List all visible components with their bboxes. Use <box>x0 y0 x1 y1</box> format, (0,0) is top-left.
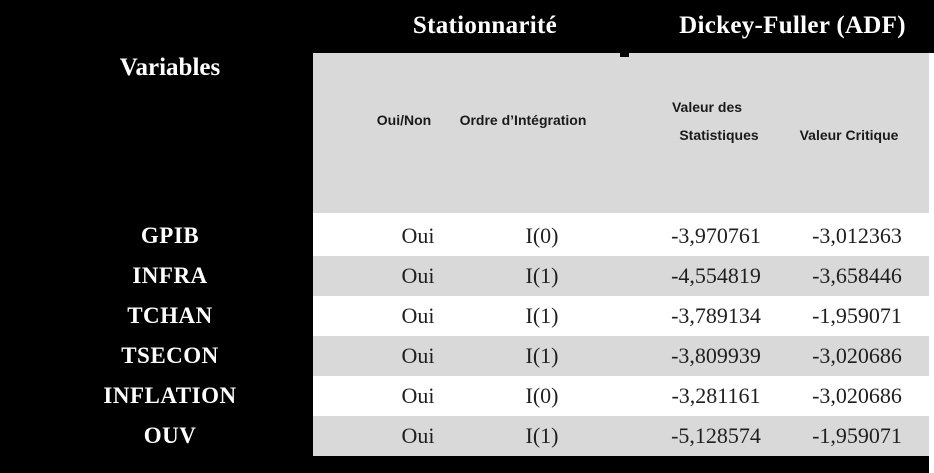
cell-valeur-critique: -3,020686 <box>812 343 902 368</box>
stationnarite-group-header: Stationnarité <box>412 12 558 39</box>
cell-stationnaire: Oui <box>401 383 435 408</box>
cell-valeur-critique: -3,020686 <box>812 383 902 408</box>
table-row: Oui I(0) -3,970761 -3,012363 <box>313 216 929 256</box>
cell-ordre: I(0) <box>525 383 559 408</box>
column-header-valeur-critique: Valeur Critique <box>799 127 899 143</box>
cell-statistique: -3,789134 <box>671 303 761 328</box>
cell-valeur-critique: -3,658446 <box>812 263 902 288</box>
table-row: Oui I(1) -3,809939 -3,020686 <box>313 336 929 376</box>
table-row: Oui I(1) -3,789134 -1,959071 <box>313 296 929 336</box>
table-body-panel: Oui/Non Ordre d’Intégration Valeur des S… <box>313 51 929 456</box>
cell-statistique: -4,554819 <box>671 263 761 288</box>
row-label-variable: INFRA <box>132 263 208 288</box>
cell-ordre: I(1) <box>525 423 559 448</box>
variables-column-header: Variables <box>119 54 221 81</box>
column-header-ordre-integration: Ordre d’Intégration <box>459 112 587 128</box>
cell-stationnaire: Oui <box>401 303 435 328</box>
cell-stationnaire: Oui <box>401 343 435 368</box>
row-label-variable: GPIB <box>140 223 200 248</box>
dickey-fuller-group-header: Dickey-Fuller (ADF) <box>679 12 906 39</box>
cell-stationnaire: Oui <box>401 423 435 448</box>
cell-ordre: I(1) <box>525 343 559 368</box>
cell-valeur-critique: -3,012363 <box>812 223 902 248</box>
cell-ordre: I(1) <box>525 303 559 328</box>
table-row: Oui I(1) -5,128574 -1,959071 <box>313 416 929 456</box>
artifact-tick <box>620 51 629 57</box>
right-edge-strip <box>929 53 934 473</box>
cell-statistique: -5,128574 <box>671 423 761 448</box>
cell-statistique: -3,281161 <box>671 383 761 408</box>
table-row: Oui I(1) -4,554819 -3,658446 <box>313 256 929 296</box>
cell-ordre: I(0) <box>525 223 559 248</box>
row-label-variable: OUV <box>143 423 197 448</box>
cell-valeur-critique: -1,959071 <box>812 423 902 448</box>
column-header-oui-non: Oui/Non <box>376 112 432 128</box>
row-label-variable: INFLATION <box>103 383 237 408</box>
cell-valeur-critique: -1,959071 <box>812 303 902 328</box>
cell-stationnaire: Oui <box>401 223 435 248</box>
row-label-variable: TSECON <box>121 343 219 368</box>
column-header-statistiques: Statistiques <box>679 127 759 143</box>
cell-stationnaire: Oui <box>401 263 435 288</box>
column-header-band: Oui/Non Ordre d’Intégration Valeur des S… <box>313 51 929 213</box>
cell-statistique: -3,970761 <box>671 223 761 248</box>
table-row: Oui I(0) -3,281161 -3,020686 <box>313 376 929 416</box>
cell-statistique: -3,809939 <box>671 343 761 368</box>
column-header-valeur-des: Valeur des <box>671 99 743 115</box>
cell-ordre: I(1) <box>525 263 559 288</box>
row-label-variable: TCHAN <box>127 303 213 328</box>
